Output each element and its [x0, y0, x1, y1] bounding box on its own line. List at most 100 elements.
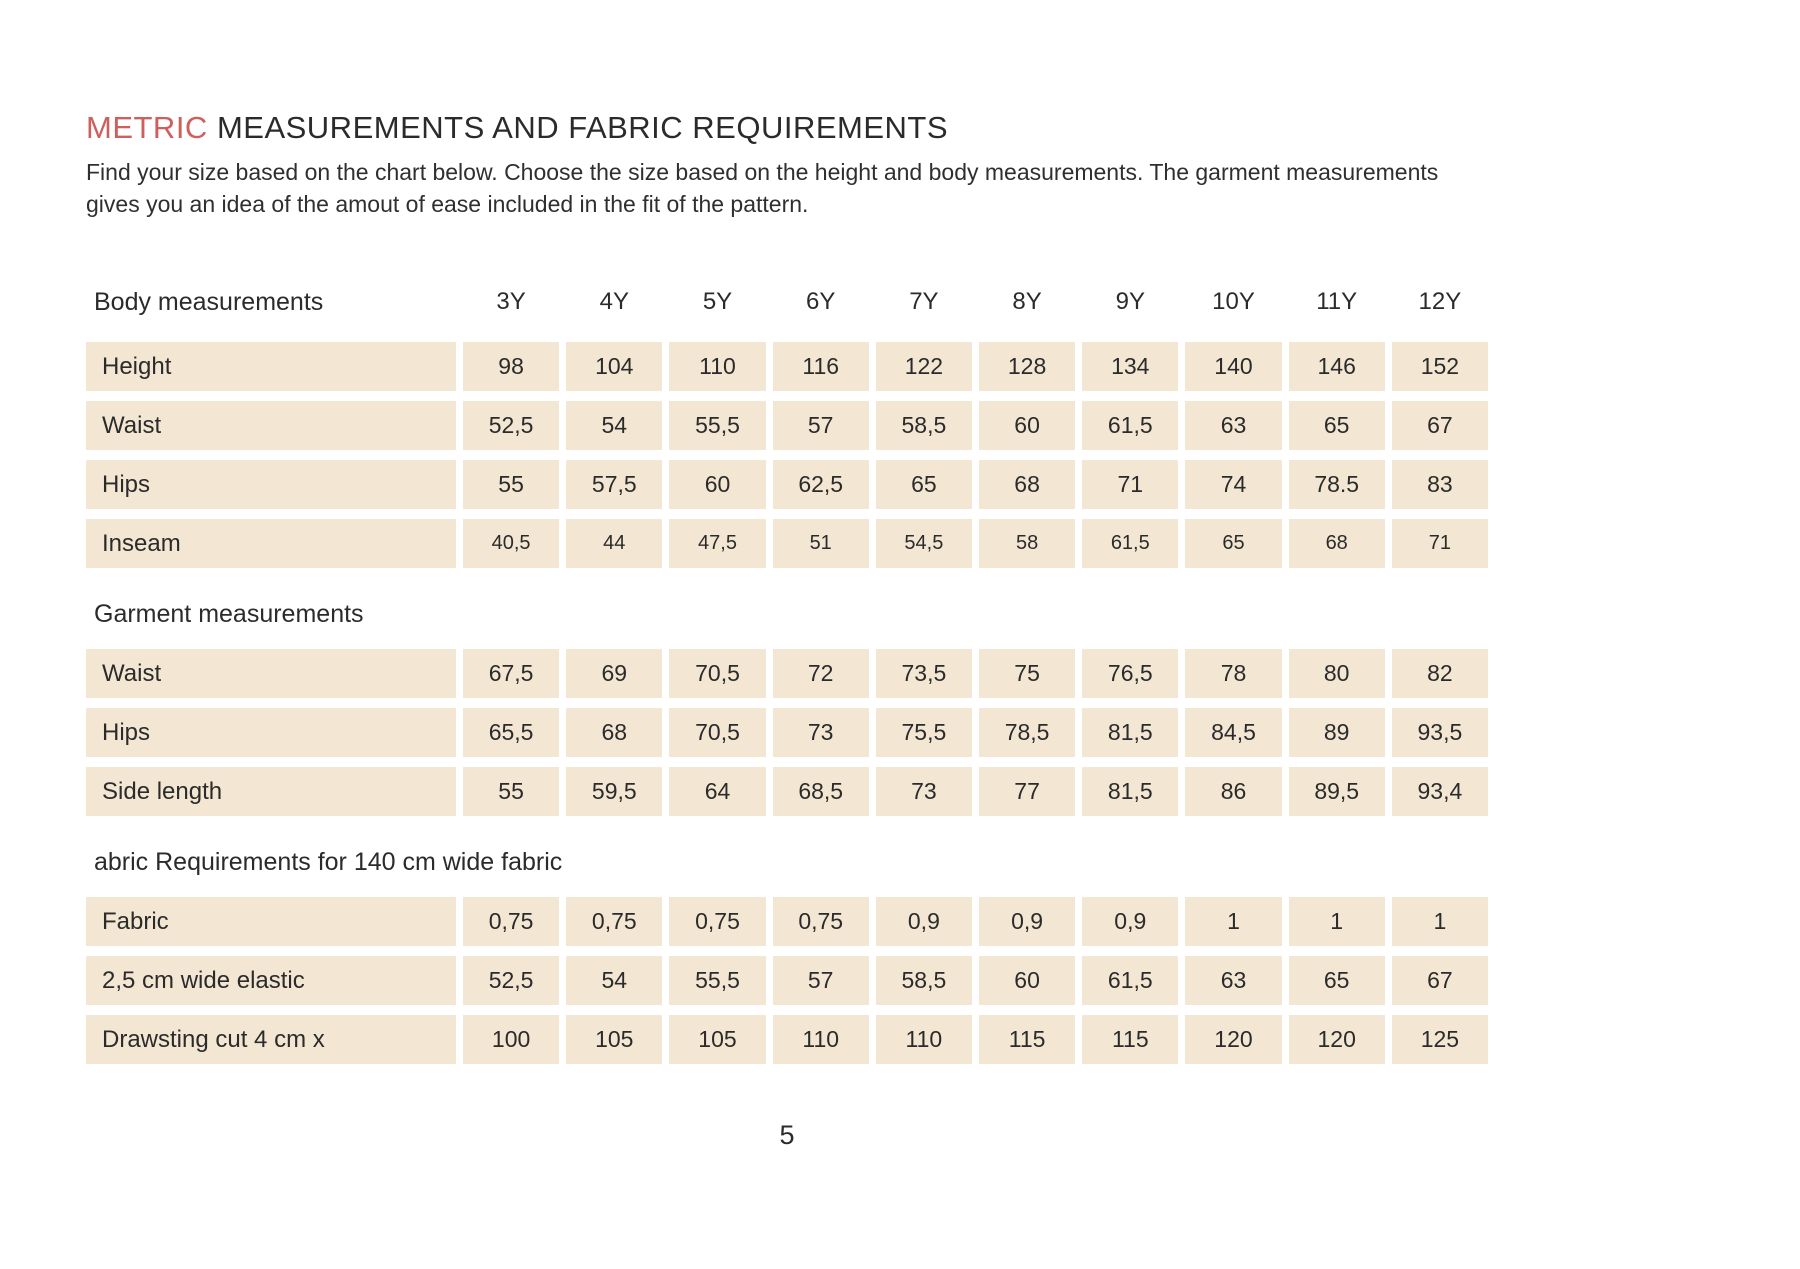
- table-cell: 116: [772, 342, 869, 391]
- row-label: Drawsting cut 4 cm x: [86, 1015, 456, 1064]
- table-cell: 52,5: [463, 956, 560, 1005]
- table-cell: 47,5: [669, 519, 766, 568]
- table-cell: 1: [1185, 897, 1282, 946]
- table-cell: 125: [1391, 1015, 1488, 1064]
- size-column-header: 11Y: [1316, 288, 1358, 315]
- table-cell: 54: [566, 956, 663, 1005]
- table-cell: 72: [772, 649, 869, 698]
- table-cell: 44: [566, 519, 663, 568]
- table-cell: 65: [1288, 401, 1385, 450]
- size-column-header: 6Y: [806, 288, 836, 315]
- table-cell: 60: [669, 460, 766, 509]
- size-column-header: 4Y: [599, 288, 629, 315]
- table-cell: 84,5: [1185, 708, 1282, 757]
- table-cell: 75: [978, 649, 1076, 698]
- table-cell: 67: [1391, 401, 1488, 450]
- table-row: Waist 67,5 69 70,5 72 73,5 75 76,5 78 80 82: [86, 649, 1488, 698]
- title-rest: MEASUREMENTS AND FABRIC REQUIREMENTS: [207, 110, 949, 145]
- page-footer: 5: [86, 1120, 1488, 1151]
- table-cell: 152: [1391, 342, 1488, 391]
- table-cell: 110: [875, 1015, 972, 1064]
- table-cell: 59,5: [566, 767, 663, 816]
- table-cell: 57: [772, 401, 869, 450]
- size-column-header: 3Y: [496, 288, 526, 315]
- table-cell: 65: [1288, 956, 1385, 1005]
- intro-line-1: Find your size based on the chart below.…: [86, 159, 1439, 185]
- table-cell: 76,5: [1082, 649, 1179, 698]
- table-row: Height 98 104 110 116 122 128 134 140 146 152: [86, 342, 1488, 391]
- table-cell: 73,5: [875, 649, 972, 698]
- column-header-label: Body measurements: [94, 287, 324, 316]
- table-cell: 81,5: [1082, 767, 1179, 816]
- table-cell: 140: [1185, 342, 1282, 391]
- row-label: Waist: [86, 649, 456, 698]
- table-cell: 110: [772, 1015, 869, 1064]
- row-label: Waist: [86, 401, 456, 450]
- table-cell: 69: [566, 649, 663, 698]
- intro-line-2: gives you an idea of the amout of ease i…: [86, 191, 809, 217]
- table-cell: 100: [463, 1015, 560, 1064]
- table-cell: 78,5: [978, 708, 1076, 757]
- table-row: Drawsting cut 4 cm x 100 105 105 110 110 115 11…: [86, 1015, 1488, 1064]
- table-cell: 115: [978, 1015, 1076, 1064]
- row-label: Side length: [86, 767, 456, 816]
- table-cell: 65,5: [463, 708, 560, 757]
- table-cell: 86: [1185, 767, 1282, 816]
- table-cell: 58: [978, 519, 1076, 568]
- size-column-header: 8Y: [1012, 288, 1042, 315]
- row-label: Hips: [86, 460, 456, 509]
- table-cell: 61,5: [1082, 519, 1179, 568]
- table-row: 2,5 cm wide elastic 52,5 54 55,5 57 58,5 60 61,…: [86, 956, 1488, 1005]
- table-cell: 81,5: [1082, 708, 1179, 757]
- table-cell: 60: [978, 956, 1076, 1005]
- table-cell: 55: [463, 460, 560, 509]
- table-cell: 77: [978, 767, 1076, 816]
- table-cell: 55: [463, 767, 560, 816]
- table-cell: 62,5: [772, 460, 869, 509]
- table-cell: 105: [669, 1015, 766, 1064]
- table-header-row: Body measurements 3Y 4Y 5Y 6Y 7Y 8Y 9Y 10Y 11Y 12Y: [86, 274, 1488, 330]
- table-cell: 82: [1391, 649, 1488, 698]
- size-column-header: 7Y: [909, 288, 939, 315]
- row-label: Hips: [86, 708, 456, 757]
- row-label: Fabric: [86, 897, 456, 946]
- table-cell: 78: [1185, 649, 1282, 698]
- size-table: Body measurements 3Y 4Y 5Y 6Y 7Y 8Y 9Y 10Y 11Y 12Y…: [86, 274, 1488, 1064]
- table-cell: 52,5: [463, 401, 560, 450]
- page-title: METRIC MEASUREMENTS AND FABRIC REQUIREME…: [86, 110, 1488, 146]
- table-row: Fabric 0,75 0,75 0,75 0,75 0,9 0,9 0,9 1 1 1: [86, 897, 1488, 946]
- table-cell: 73: [875, 767, 972, 816]
- table-cell: 58,5: [875, 401, 972, 450]
- table-cell: 110: [669, 342, 766, 391]
- table-cell: 98: [463, 342, 560, 391]
- table-cell: 68: [978, 460, 1076, 509]
- table-cell: 80: [1288, 649, 1385, 698]
- size-column-header: 10Y: [1212, 288, 1255, 315]
- section-header: Garment measurements: [94, 600, 364, 628]
- content-area: METRIC MEASUREMENTS AND FABRIC REQUIREME…: [86, 110, 1488, 1151]
- table-cell: 128: [978, 342, 1076, 391]
- table-cell: 51: [772, 519, 869, 568]
- page-header: METRIC MEASUREMENTS AND FABRIC REQUIREME…: [86, 110, 1488, 220]
- title-highlight: METRIC: [86, 110, 208, 145]
- size-column-header: 12Y: [1418, 288, 1462, 315]
- table-cell: 120: [1288, 1015, 1385, 1064]
- table-row: Hips 55 57,5 60 62,5 65 68 71 74 78.5 83: [86, 460, 1488, 509]
- table-cell: 0,9: [875, 897, 972, 946]
- table-cell: 0,9: [1082, 897, 1179, 946]
- row-label: Inseam: [86, 519, 456, 568]
- section-header: abric Requirements for 140 cm wide fabri…: [94, 848, 563, 876]
- table-cell: 68,5: [772, 767, 869, 816]
- table-cell: 105: [566, 1015, 663, 1064]
- table-cell: 1: [1391, 897, 1488, 946]
- table-cell: 89,5: [1288, 767, 1385, 816]
- intro-paragraph: Find your size based on the chart below.…: [86, 156, 1488, 220]
- table-cell: 78.5: [1288, 460, 1385, 509]
- table-cell: 73: [772, 708, 869, 757]
- table-cell: 65: [1185, 519, 1282, 568]
- table-row: Inseam 40,5 44 47,5 51 54,5 58 61,5 65 68 71: [86, 519, 1488, 568]
- table-cell: 93,5: [1391, 708, 1488, 757]
- table-cell: 0,75: [463, 897, 560, 946]
- size-column-header: 5Y: [702, 288, 733, 315]
